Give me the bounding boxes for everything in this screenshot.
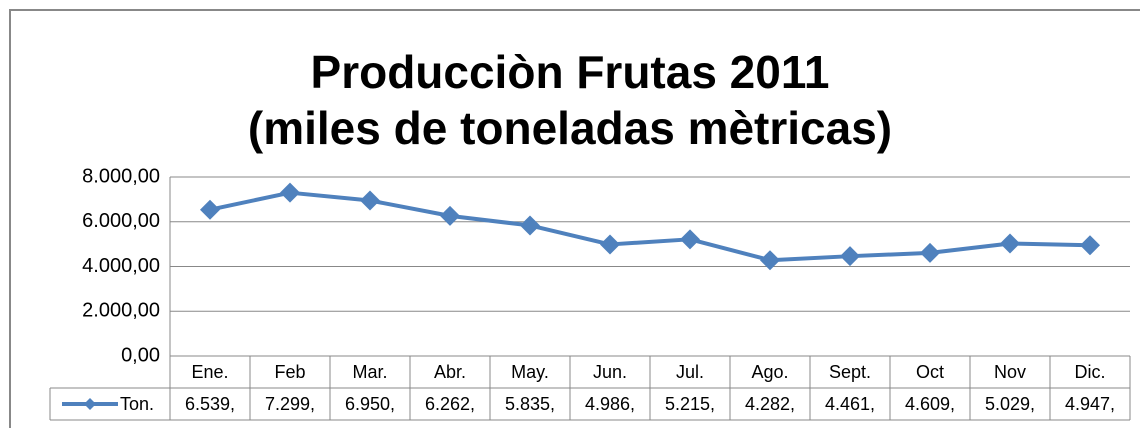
table-value: 5.835, bbox=[505, 394, 555, 414]
y-tick-label: 2.000,00 bbox=[82, 300, 160, 322]
marker bbox=[760, 250, 780, 271]
y-tick-label: 4.000,00 bbox=[82, 255, 160, 277]
table-value: 4.986, bbox=[585, 394, 635, 414]
x-tick-label: Jun. bbox=[593, 362, 627, 382]
chart-frame bbox=[9, 9, 1140, 428]
x-tick-label: Ene. bbox=[191, 362, 228, 382]
x-tick-label: Feb bbox=[274, 362, 305, 382]
x-tick-label: Dic. bbox=[1075, 362, 1106, 382]
x-tick-label: May. bbox=[511, 362, 549, 382]
table-value: 5.029, bbox=[985, 394, 1035, 414]
table-value: 4.282, bbox=[745, 394, 795, 414]
marker bbox=[1000, 233, 1020, 254]
y-tick-label: 8.000,00 bbox=[82, 165, 160, 187]
chart-title: Producciòn Frutas 2011 bbox=[311, 46, 830, 98]
marker bbox=[360, 190, 380, 211]
x-tick-label: Jul. bbox=[676, 362, 704, 382]
table-value: 4.461, bbox=[825, 394, 875, 414]
table-value: 6.950, bbox=[345, 394, 395, 414]
table-value: 4.947, bbox=[1065, 394, 1115, 414]
y-tick-label: 6.000,00 bbox=[82, 210, 160, 232]
x-tick-label: Oct bbox=[916, 362, 944, 382]
chart-subtitle: (miles de toneladas mètricas) bbox=[248, 102, 892, 154]
marker bbox=[520, 215, 540, 236]
x-tick-label: Mar. bbox=[352, 362, 387, 382]
x-tick-label: Nov bbox=[994, 362, 1026, 382]
x-tick-label: Sept. bbox=[829, 362, 871, 382]
marker bbox=[1080, 235, 1100, 256]
marker bbox=[600, 234, 620, 255]
marker bbox=[280, 182, 300, 203]
y-tick-label: 0,00 bbox=[121, 344, 160, 366]
x-tick-label: Ago. bbox=[751, 362, 788, 382]
marker bbox=[680, 229, 700, 250]
table-value: 6.262, bbox=[425, 394, 475, 414]
table-value: 4.609, bbox=[905, 394, 955, 414]
marker bbox=[440, 205, 460, 226]
legend-marker bbox=[84, 398, 96, 410]
marker bbox=[840, 246, 860, 267]
table-value: 5.215, bbox=[665, 394, 715, 414]
series-line bbox=[209, 190, 1091, 263]
marker bbox=[920, 242, 940, 263]
x-tick-label: Abr. bbox=[434, 362, 466, 382]
table-value: 7.299, bbox=[265, 394, 315, 414]
legend-label: Ton. bbox=[120, 394, 154, 414]
marker bbox=[200, 199, 220, 220]
table-value: 6.539, bbox=[185, 394, 235, 414]
